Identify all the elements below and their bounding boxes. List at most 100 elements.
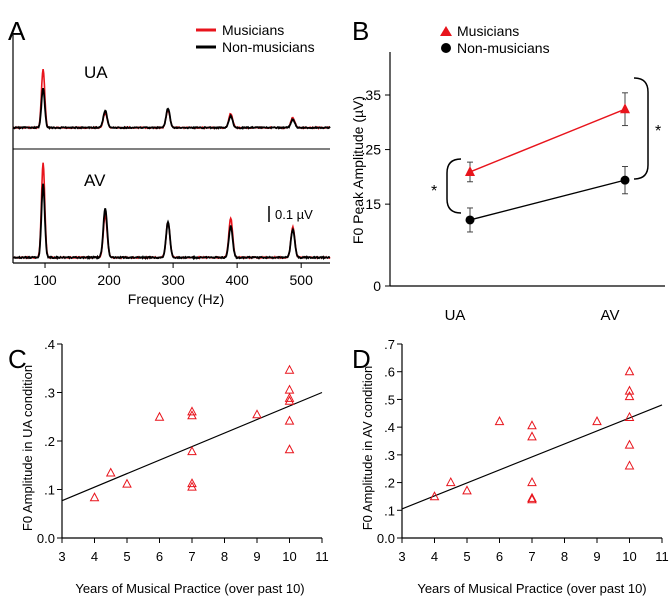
data-point	[624, 439, 635, 449]
y-tick-label: .2	[384, 476, 395, 491]
y-tick-label: .7	[384, 337, 395, 352]
panel-label-a: A	[8, 16, 26, 46]
data-point	[89, 492, 100, 502]
panel-label-b: B	[352, 16, 369, 46]
y-tick-label: .3	[384, 448, 395, 463]
data-point	[527, 492, 537, 502]
data-point	[624, 391, 635, 401]
data-point	[154, 411, 165, 421]
x-tick-label: 500	[290, 272, 314, 288]
x-tick-label: AV	[601, 307, 620, 324]
legend-marker-non-musicians	[441, 43, 451, 53]
panel-label-d: D	[352, 344, 371, 374]
y-tick-label: .2	[44, 434, 55, 449]
y-tick-label: 0	[373, 278, 381, 294]
x-tick-label: 6	[496, 549, 503, 564]
data-point	[527, 420, 537, 430]
x-tick-label: 11	[655, 549, 669, 564]
x-tick-label: 4	[91, 549, 98, 564]
significance-star-av: *	[655, 123, 661, 140]
panel-b: F0 Peak Amplitude (µV) Musicians Non-mus…	[350, 23, 665, 324]
y-tick-label: .1	[44, 483, 55, 498]
data-point	[624, 366, 635, 376]
subplot-label-av: AV	[84, 171, 106, 190]
panel-a-x-axis-title: Frequency (Hz)	[128, 291, 224, 307]
data-point-non-musicians	[620, 175, 630, 185]
regression-line	[401, 404, 663, 510]
series-line-non-musicians	[469, 179, 626, 221]
data-point	[187, 446, 197, 456]
data-point	[284, 444, 295, 454]
legend-label-non-musicians: Non-musicians	[457, 40, 550, 56]
data-point	[284, 415, 295, 425]
legend-marker-musicians	[440, 26, 452, 36]
y-tick-label: .6	[384, 365, 395, 380]
y-tick-label: .15	[362, 196, 382, 212]
x-tick-label: 8	[561, 549, 568, 564]
spectrum-ua-non-musicians	[12, 87, 331, 130]
x-tick-label: 300	[161, 272, 185, 288]
data-point	[494, 416, 505, 426]
data-point	[624, 460, 635, 470]
x-tick-label: 5	[463, 549, 470, 564]
data-point	[624, 385, 635, 395]
x-tick-label: 10	[622, 549, 636, 564]
subplot-label-ua: UA	[84, 63, 108, 82]
panel-d: F0 Amplitude in AV condition Years of Mu…	[360, 337, 669, 596]
x-tick-label: 5	[123, 549, 130, 564]
y-tick-label: .25	[362, 142, 382, 158]
x-tick-label: 4	[431, 549, 438, 564]
data-point	[105, 467, 116, 477]
scale-bar-label: 0.1 µV	[275, 207, 313, 222]
legend-label-musicians: Musicians	[222, 22, 284, 38]
x-tick-label: 6	[156, 549, 163, 564]
data-point	[527, 431, 537, 441]
x-tick-label: 11	[315, 549, 329, 564]
x-tick-label: 100	[33, 272, 57, 288]
panel-label-c: C	[8, 344, 27, 374]
data-point	[624, 411, 635, 421]
data-point	[187, 478, 197, 488]
data-point	[284, 384, 295, 394]
data-point	[462, 485, 472, 495]
x-tick-label: 9	[253, 549, 260, 564]
data-point	[187, 406, 197, 416]
data-point	[122, 478, 132, 488]
legend-label-non-musicians: Non-musicians	[222, 39, 315, 55]
data-point	[284, 364, 295, 374]
y-tick-label: .4	[384, 420, 395, 435]
spectrum-av-non-musicians	[12, 183, 330, 261]
y-tick-label: .4	[44, 337, 55, 352]
data-point	[527, 494, 537, 504]
data-point-non-musicians	[465, 215, 475, 225]
y-tick-label: 0.0	[37, 531, 55, 546]
x-tick-label: 8	[221, 549, 228, 564]
significance-bracket-av	[633, 77, 649, 180]
y-tick-label: .1	[384, 503, 395, 518]
panel-c-y-axis-title: F0 Amplitude in UA condition	[20, 365, 35, 531]
x-tick-label: 400	[225, 272, 249, 288]
legend-label-musicians: Musicians	[457, 23, 519, 39]
y-tick-label: .35	[362, 87, 382, 103]
data-point	[445, 477, 456, 487]
series-line-musicians	[469, 108, 626, 173]
panel-c-x-axis-title: Years of Musical Practice (over past 10)	[75, 581, 304, 596]
panel-d-x-axis-title: Years of Musical Practice (over past 10)	[417, 581, 646, 596]
x-tick-label: 7	[528, 549, 535, 564]
data-point-musicians	[465, 165, 475, 176]
x-tick-label: 3	[58, 549, 65, 564]
x-tick-label: 200	[97, 272, 121, 288]
data-point	[592, 416, 602, 426]
panel-b-y-axis-title: F0 Peak Amplitude (µV)	[350, 96, 366, 244]
panel-a: UA AV Musicians Non-musicians 0.1 µV Fre…	[12, 22, 331, 307]
data-point	[252, 409, 262, 419]
x-tick-label: 3	[398, 549, 405, 564]
data-point-musicians	[620, 103, 630, 114]
y-tick-label: .5	[384, 392, 395, 407]
x-tick-label: UA	[445, 307, 466, 324]
x-tick-label: 10	[282, 549, 296, 564]
x-tick-label: 7	[188, 549, 195, 564]
significance-bracket-ua	[446, 158, 462, 214]
data-point	[284, 395, 295, 405]
